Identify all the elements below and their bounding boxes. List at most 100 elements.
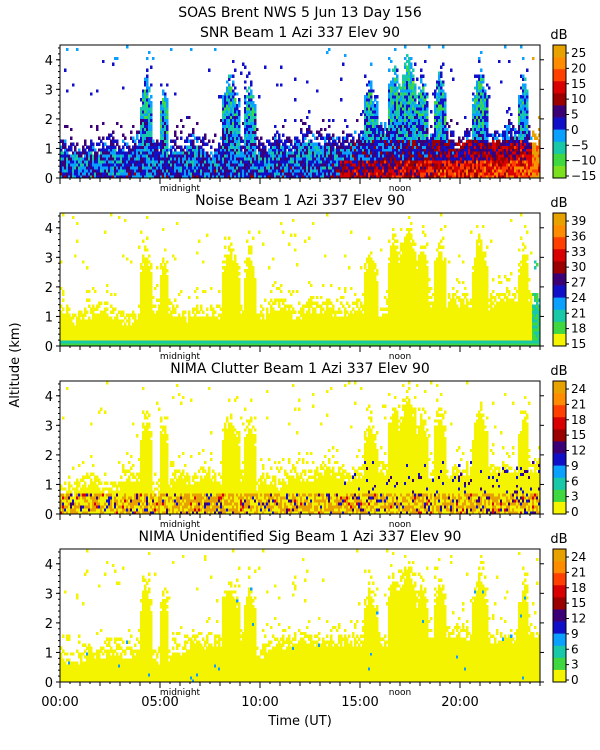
heatmap-cell bbox=[312, 145, 315, 149]
heatmap-cell bbox=[162, 110, 165, 114]
heatmap-cell bbox=[162, 154, 165, 158]
heatmap-cell bbox=[418, 130, 421, 134]
heatmap-cell bbox=[464, 172, 467, 176]
heatmap-cell bbox=[250, 172, 253, 176]
heatmap-cell bbox=[202, 166, 205, 170]
heatmap-cell bbox=[264, 65, 267, 69]
heatmap-cell bbox=[184, 166, 187, 170]
heatmap-cell bbox=[260, 163, 263, 167]
heatmap-cell bbox=[376, 148, 379, 152]
heatmap-cell bbox=[478, 92, 481, 96]
heatmap-cell bbox=[294, 142, 297, 146]
heatmap-cell bbox=[530, 160, 533, 164]
heatmap-cell bbox=[188, 133, 191, 137]
heatmap-cell bbox=[390, 130, 393, 134]
heatmap-cell bbox=[106, 343, 109, 347]
heatmap-cell bbox=[100, 310, 103, 314]
heatmap-cell bbox=[436, 107, 439, 111]
heatmap-cell bbox=[322, 154, 325, 158]
heatmap-cell bbox=[344, 166, 347, 170]
heatmap-cell bbox=[208, 154, 211, 158]
heatmap-cell bbox=[408, 154, 411, 158]
heatmap-cell bbox=[516, 175, 519, 179]
heatmap-cell bbox=[188, 157, 191, 161]
heatmap-cell bbox=[308, 139, 311, 143]
heatmap-cell bbox=[132, 157, 135, 161]
heatmap-cell bbox=[248, 142, 251, 146]
heatmap-cell bbox=[484, 118, 487, 123]
heatmap-cell bbox=[108, 331, 111, 335]
heatmap-cell bbox=[252, 148, 255, 152]
colorbar-tick-label: 25 bbox=[571, 46, 586, 60]
heatmap-cell bbox=[160, 166, 163, 170]
heatmap-cell bbox=[528, 154, 531, 158]
heatmap-cell bbox=[132, 172, 135, 176]
heatmap-cell bbox=[522, 172, 525, 176]
heatmap-cell bbox=[344, 148, 347, 152]
heatmap-cell bbox=[78, 325, 81, 329]
heatmap-cell bbox=[386, 157, 389, 161]
heatmap-cell bbox=[452, 154, 455, 158]
heatmap-cell bbox=[64, 172, 67, 176]
heatmap-cell bbox=[410, 166, 413, 170]
heatmap-cell bbox=[150, 160, 153, 164]
heatmap-cell bbox=[288, 139, 291, 143]
heatmap-cell bbox=[324, 172, 327, 176]
heatmap-cell bbox=[98, 337, 101, 341]
heatmap-cell bbox=[100, 328, 103, 332]
heatmap-cell bbox=[276, 83, 279, 87]
heatmap-cell bbox=[278, 157, 281, 161]
heatmap-cell bbox=[148, 124, 151, 129]
heatmap-cell bbox=[390, 98, 393, 102]
heatmap-cell bbox=[494, 169, 497, 173]
heatmap-cell bbox=[408, 92, 411, 96]
heatmap-cell bbox=[160, 133, 163, 137]
heatmap-cell bbox=[388, 163, 391, 167]
heatmap-cell bbox=[362, 172, 365, 176]
heatmap-cell bbox=[522, 136, 525, 140]
heatmap-cell bbox=[82, 157, 85, 161]
heatmap-cell bbox=[478, 166, 481, 170]
heatmap-cell bbox=[422, 121, 425, 126]
heatmap-cell bbox=[82, 319, 85, 323]
heatmap-cell bbox=[244, 115, 247, 120]
heatmap-cell bbox=[412, 166, 415, 170]
heatmap-cell bbox=[198, 160, 201, 164]
heatmap-cell bbox=[366, 127, 369, 132]
heatmap-cell bbox=[138, 163, 141, 167]
heatmap-cell bbox=[202, 139, 205, 143]
heatmap-cell bbox=[244, 163, 247, 167]
heatmap-cell bbox=[456, 142, 459, 146]
heatmap-cell bbox=[516, 145, 519, 149]
heatmap-cell bbox=[510, 130, 513, 134]
heatmap-cell bbox=[360, 172, 363, 176]
heatmap-cell bbox=[280, 83, 283, 87]
heatmap-cell bbox=[504, 148, 507, 152]
heatmap-cell bbox=[252, 172, 255, 176]
heatmap-cell bbox=[186, 148, 189, 152]
heatmap-cell bbox=[376, 157, 379, 161]
heatmap-cell bbox=[190, 139, 193, 143]
heatmap-cell bbox=[340, 175, 343, 179]
heatmap-cell bbox=[380, 151, 383, 155]
heatmap-cell bbox=[358, 145, 361, 149]
heatmap-cell bbox=[332, 163, 335, 167]
heatmap-cell bbox=[312, 166, 315, 170]
heatmap-cell bbox=[156, 163, 159, 167]
heatmap-cell bbox=[100, 337, 103, 341]
heatmap-cell bbox=[434, 92, 437, 96]
heatmap-cell bbox=[364, 169, 367, 173]
heatmap-cell bbox=[254, 130, 257, 134]
heatmap-cell bbox=[226, 142, 229, 146]
heatmap-cell bbox=[378, 154, 381, 158]
heatmap-cell bbox=[374, 130, 377, 134]
heatmap-cell bbox=[170, 166, 173, 170]
heatmap-cell bbox=[186, 136, 189, 140]
heatmap-cell bbox=[86, 145, 89, 149]
heatmap-cell bbox=[238, 169, 241, 173]
heatmap-cell bbox=[342, 136, 345, 140]
heatmap-cell bbox=[72, 157, 75, 161]
heatmap-cell bbox=[306, 163, 309, 167]
heatmap-cell bbox=[514, 139, 517, 143]
heatmap-cell bbox=[506, 166, 509, 170]
